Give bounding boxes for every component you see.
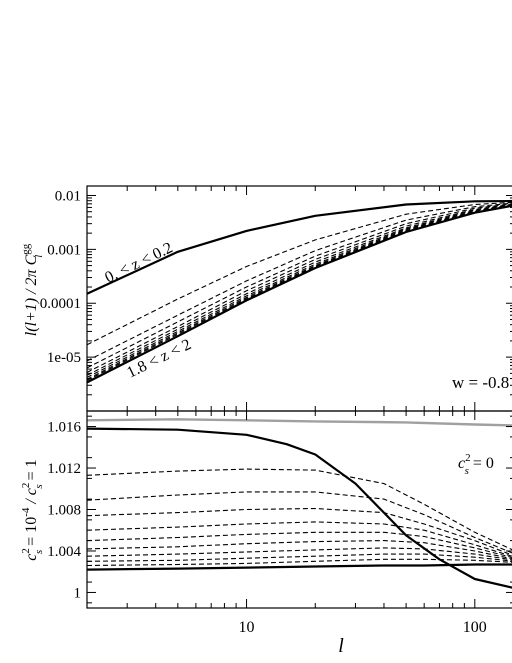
bottom-y-tick-label: 1 <box>74 585 82 601</box>
top-series-group <box>86 199 512 384</box>
top-y-tick-label: 0.0001 <box>40 296 81 312</box>
bottom-series-line-6 <box>86 531 512 558</box>
top-series-line-1 <box>86 201 512 346</box>
bottom-y-tick-label: 1.016 <box>47 420 81 436</box>
top-series-line-4 <box>86 203 512 373</box>
x-tick-label: 100 <box>463 619 487 636</box>
bottom-series-line-0 <box>86 418 512 427</box>
bottom-series-line-1 <box>86 427 512 589</box>
bottom-series-line-8 <box>86 547 512 561</box>
bottom-series-group <box>86 418 512 589</box>
top-series-line-0 <box>86 199 512 295</box>
top-series-line-3 <box>86 203 512 369</box>
top-series-line-9 <box>86 204 512 384</box>
top-series-line-2 <box>86 202 512 362</box>
top-ticks: 0.01 0.001 0.0001 1e-05 <box>40 186 512 411</box>
bottom-plot-frame <box>86 410 512 609</box>
top-y-tick-label: 0.01 <box>55 188 81 204</box>
bottom-y-tick-label: 1.008 <box>47 503 81 519</box>
annotation-first-bin: 0. < z < 0.2 <box>102 239 175 286</box>
top-series-line-6 <box>86 204 512 378</box>
bottom-y-tick-label: 1.012 <box>47 461 81 477</box>
bottom-series-line-11 <box>86 563 512 571</box>
bottom-series-line-10 <box>86 558 512 567</box>
top-y-tick-label: 0.001 <box>47 242 81 258</box>
bottom-series-line-3 <box>86 491 512 554</box>
bottom-panel: 1 1.004 1.008 1.012 1.016 10 100 c2s = 10-4 / … <box>20 410 512 657</box>
bottom-series-line-9 <box>86 553 512 562</box>
bottom-ticks: 1 1.004 1.008 1.012 1.016 10 100 <box>47 411 512 636</box>
top-y-tick-label: 1e-05 <box>47 350 81 366</box>
annotation-w-value: w = -0.8 <box>452 373 509 392</box>
annotation-cs2-zero: c2 s = 0 <box>458 452 494 477</box>
x-tick-label: 10 <box>239 619 255 636</box>
bottom-y-axis-label: c2s = 10-4 / c2s = 1 <box>20 459 45 560</box>
x-axis-label: l <box>338 635 344 657</box>
top-panel: 0.01 0.001 0.0001 1e-05 l(l+1) / 2π Cggl 0.… <box>20 185 512 412</box>
bottom-series-line-2 <box>86 468 512 551</box>
bottom-y-tick-label: 1.004 <box>47 544 81 560</box>
top-y-axis-label: l(l+1) / 2π Cggl <box>20 243 45 336</box>
bottom-series-line-7 <box>86 540 512 560</box>
